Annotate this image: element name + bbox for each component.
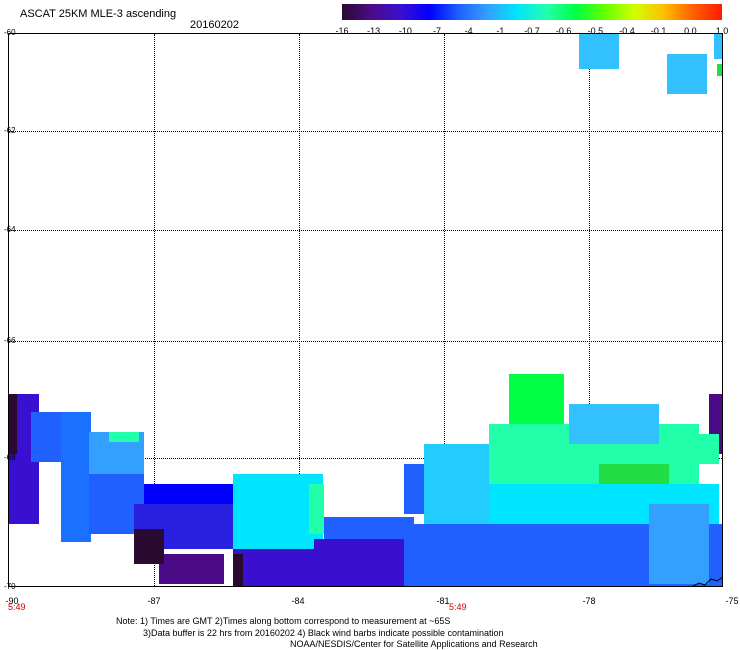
wind-cell bbox=[9, 394, 17, 454]
grid-line-lat bbox=[9, 341, 722, 342]
wind-cell bbox=[61, 412, 91, 542]
wind-cell bbox=[509, 374, 564, 424]
wind-cell bbox=[233, 554, 243, 586]
wind-cell bbox=[579, 34, 619, 69]
colorbar-tick: -10 bbox=[398, 26, 412, 36]
colorbar-tick: -0.7 bbox=[524, 26, 540, 36]
colorbar-tick: -4 bbox=[464, 26, 473, 36]
colorbar-tick: -0.6 bbox=[555, 26, 572, 36]
lat-label: -62 bbox=[4, 126, 16, 135]
lat-label: -66 bbox=[4, 336, 16, 345]
colorbar-tick: -13 bbox=[367, 26, 381, 36]
colorbar-tick: -0.5 bbox=[587, 26, 604, 36]
grid-line-lon bbox=[154, 34, 155, 586]
lon-label: -81 bbox=[436, 596, 450, 606]
lon-label: -90 bbox=[5, 596, 19, 606]
lat-label: -70 bbox=[4, 582, 16, 591]
lon-label: -87 bbox=[147, 596, 161, 606]
colorbar-tick: 1.0 bbox=[715, 26, 729, 36]
lat-label: -64 bbox=[4, 225, 16, 234]
lon-label: -84 bbox=[291, 596, 305, 606]
grid-line-lon bbox=[589, 34, 590, 586]
grid-line-lat bbox=[9, 458, 722, 459]
colorbar-tick: -0.1 bbox=[650, 26, 667, 36]
wind-cell bbox=[717, 64, 722, 76]
grid-line-lon bbox=[299, 34, 300, 586]
wind-cell bbox=[667, 54, 707, 94]
wind-cell bbox=[694, 434, 719, 464]
wind-cell bbox=[569, 404, 659, 444]
time-label: 5:49 bbox=[8, 602, 26, 612]
note-line-3: NOAA/NESDIS/Center for Satellite Applica… bbox=[290, 639, 538, 649]
colorbar-tick: -0.4 bbox=[619, 26, 635, 36]
grid-line-lat bbox=[9, 131, 722, 132]
wind-cell bbox=[233, 474, 323, 549]
colorbar-tick: 0.0 bbox=[684, 26, 697, 36]
wind-cell bbox=[159, 554, 224, 584]
wind-cell bbox=[314, 539, 414, 586]
lon-label: -75 bbox=[725, 596, 739, 606]
colorbar-tick: -16 bbox=[335, 26, 349, 36]
wind-cell bbox=[714, 34, 722, 59]
coastline bbox=[691, 577, 722, 586]
wind-cell bbox=[109, 432, 139, 442]
grid-line-lat bbox=[9, 230, 722, 231]
grid-line-lon bbox=[444, 34, 445, 586]
wind-cell bbox=[233, 549, 323, 586]
lat-label: -60 bbox=[4, 28, 16, 37]
colorbar-tick: -1 bbox=[496, 26, 505, 36]
map-title: ASCAT 25KM MLE-3 ascending bbox=[20, 8, 177, 20]
lon-label: -78 bbox=[582, 596, 596, 606]
wind-cell bbox=[31, 412, 61, 462]
wind-cell bbox=[649, 504, 709, 584]
note-line-2: 3)Data buffer is 22 hrs from 20160202 4)… bbox=[143, 628, 504, 638]
wind-cell bbox=[134, 529, 164, 564]
lat-label: -68 bbox=[4, 453, 16, 462]
time-label: 5:49 bbox=[449, 602, 467, 612]
note-line-1: Note: 1) Times are GMT 2)Times along bot… bbox=[116, 616, 451, 626]
colorbar-tick: -7 bbox=[432, 26, 442, 36]
map-plot bbox=[8, 33, 723, 587]
wind-cell bbox=[309, 484, 324, 534]
map-date: 20160202 bbox=[190, 19, 239, 31]
colorbar bbox=[342, 4, 722, 20]
